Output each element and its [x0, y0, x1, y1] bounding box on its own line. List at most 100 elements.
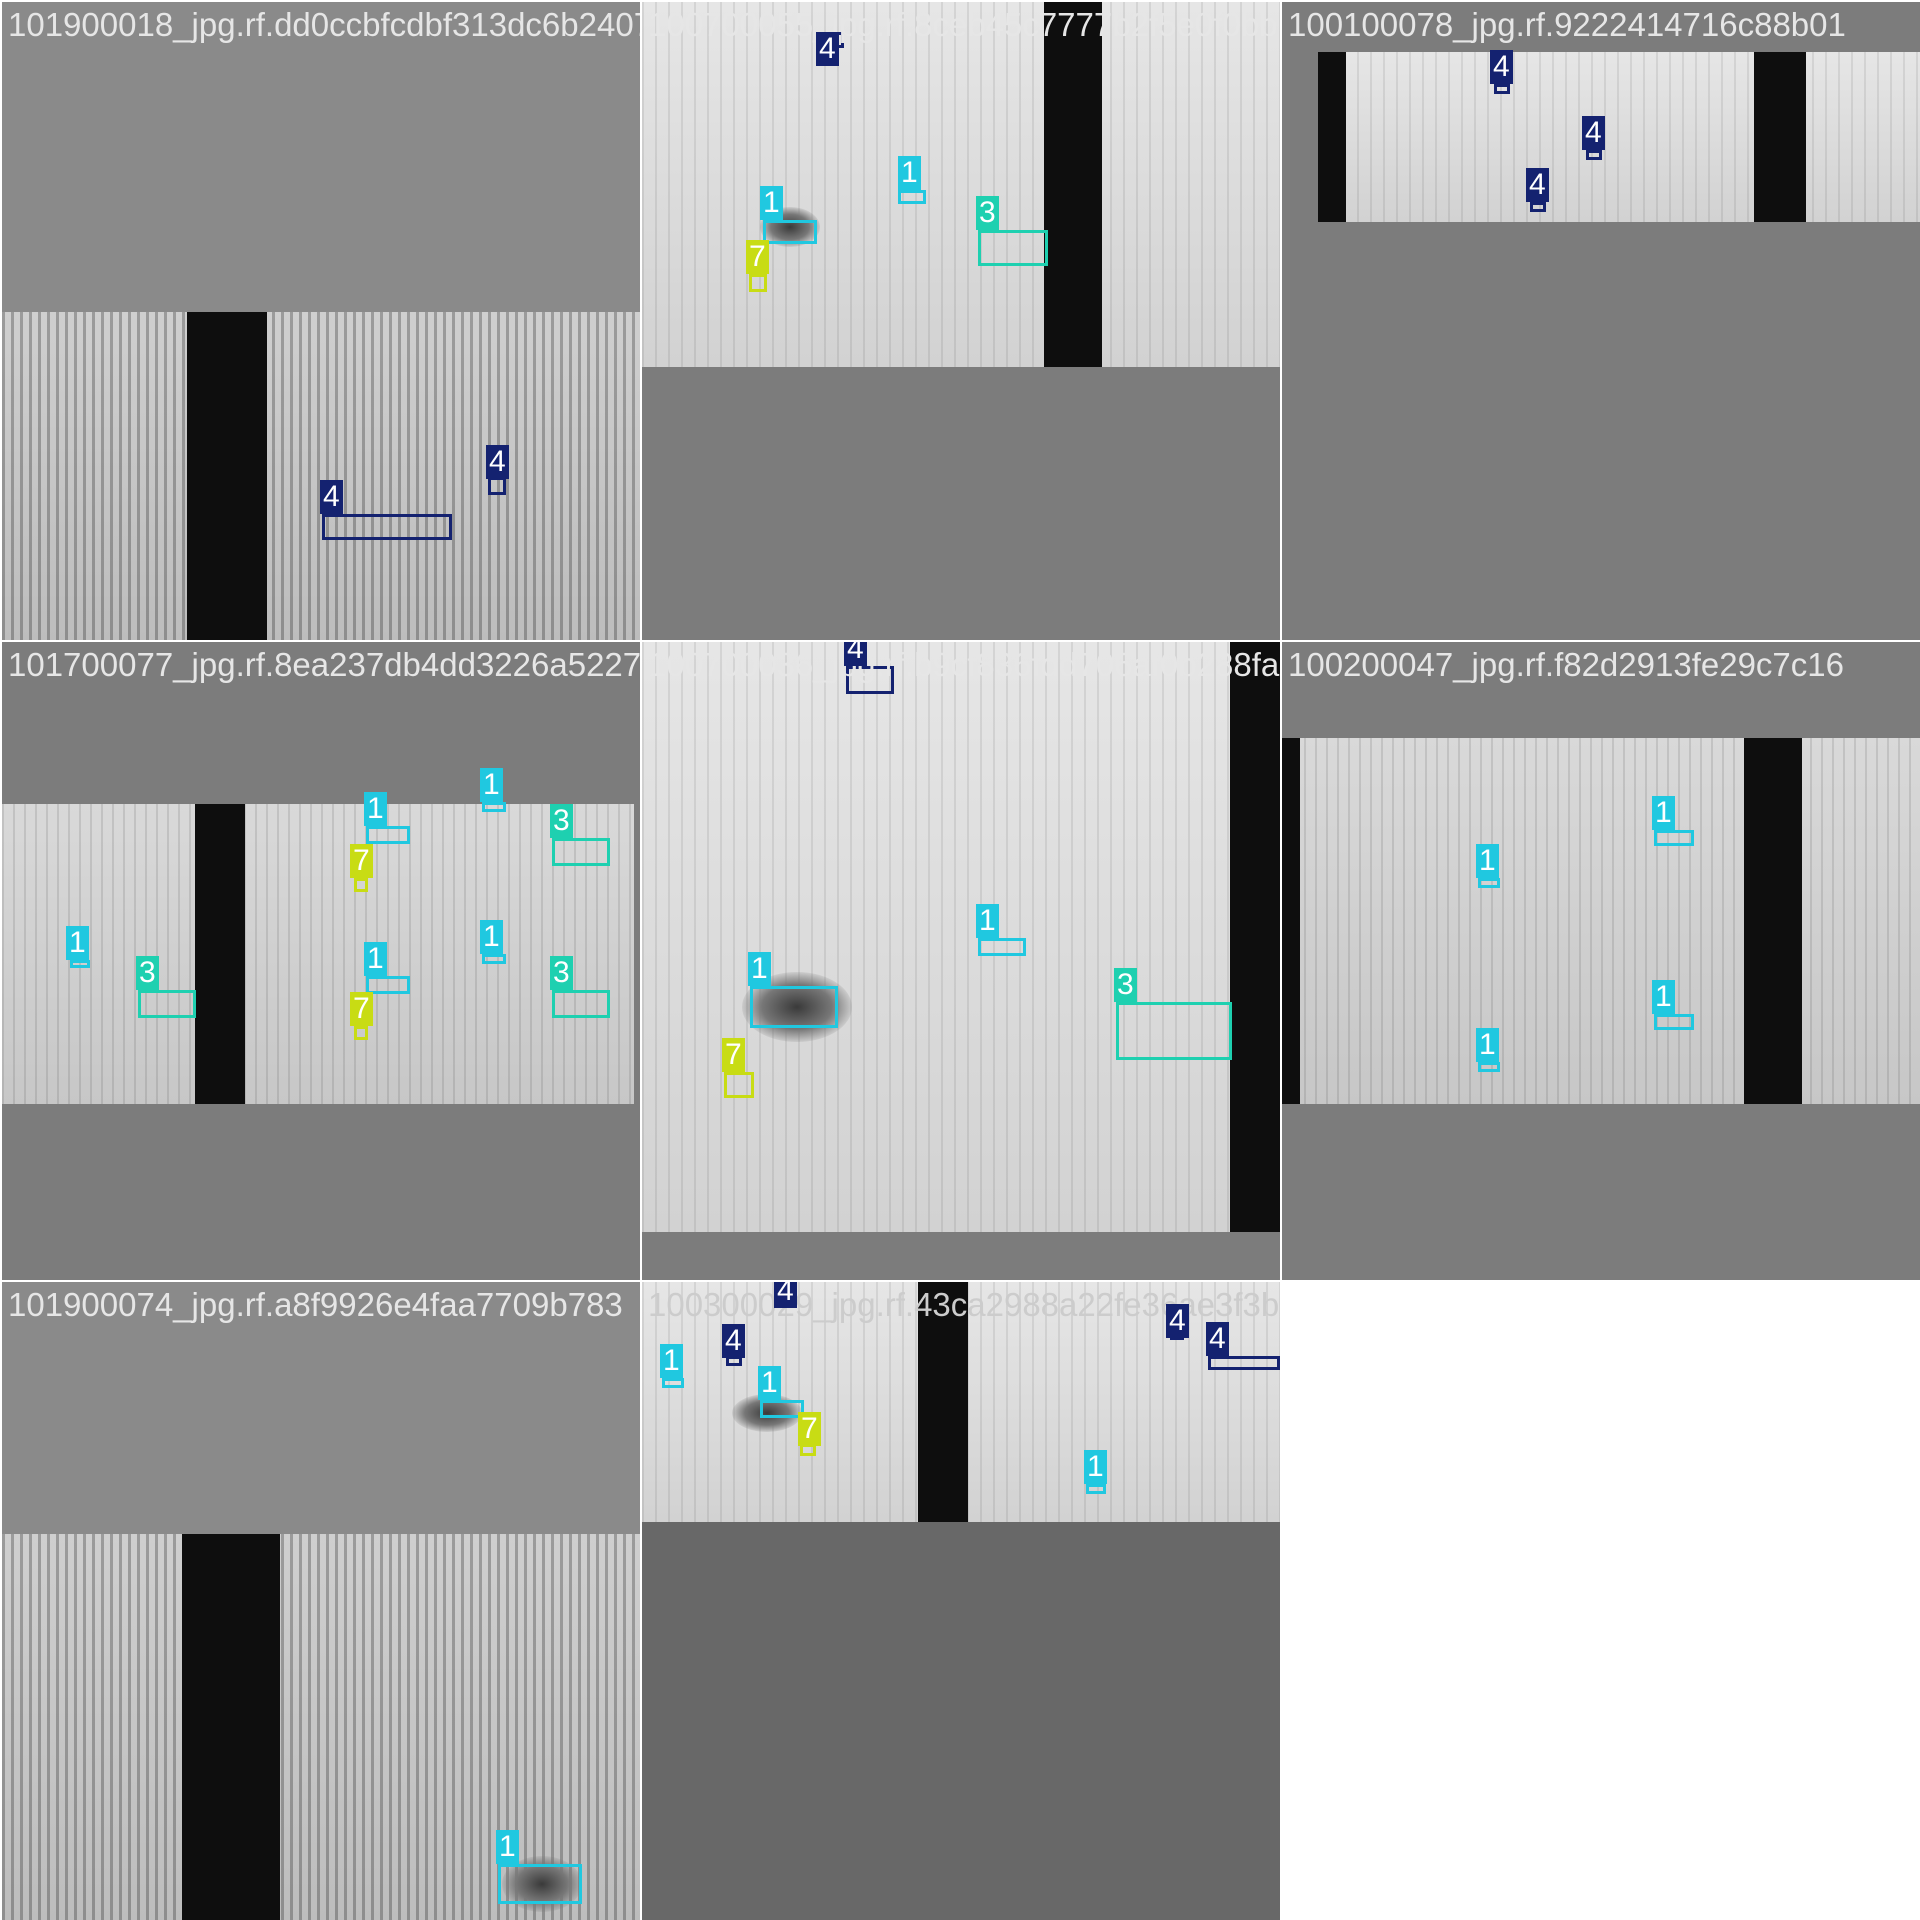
wood-image: [642, 642, 1280, 1232]
board-gap: [182, 1534, 280, 1920]
bbox-label: 4: [722, 1324, 745, 1358]
bbox-class-1: [70, 960, 90, 968]
bbox-label: 1: [364, 792, 387, 826]
board-gap: [1230, 642, 1280, 1232]
bbox-class-7: [724, 1072, 754, 1098]
bbox-class-1: [1478, 878, 1500, 888]
bbox-label: 1: [364, 942, 387, 976]
bbox-label: 4: [320, 480, 343, 514]
bbox-label: 4: [816, 32, 839, 66]
bbox-label: 3: [976, 196, 999, 230]
mosaic-tile-6: 100200047_jpg.rf.f82d2913fe29c7c16 1 1 1…: [1282, 642, 1920, 1280]
bbox-label: 1: [1652, 980, 1675, 1014]
bbox-label: 4: [844, 642, 867, 666]
bbox-label: 3: [136, 956, 159, 990]
mosaic-tile-3: 100100078_jpg.rf.9222414716c88b01 4 4 4: [1282, 2, 1920, 640]
mosaic-tile-2: 100700055_jpg.rf.8ceb45c7777b2f5e0f0bb 4…: [642, 2, 1280, 640]
bbox-label: 4: [486, 445, 509, 479]
bbox-label: 1: [898, 156, 921, 190]
bbox-class-1: [498, 1864, 582, 1904]
bbox-class-1: [750, 986, 838, 1028]
board-gap: [1282, 738, 1300, 1104]
bbox-label: 1: [758, 1366, 781, 1400]
mosaic-tile-1: 101900018_jpg.rf.dd0ccbfcdbf313dc6b24070…: [2, 2, 640, 640]
bbox-class-1: [1478, 1062, 1500, 1072]
bbox-label: 1: [480, 768, 503, 802]
tile-filename: 100700036_jpg.rf.b9cf836fdd706af0b288fa: [648, 646, 1280, 683]
board-gap: [918, 1282, 968, 1522]
bbox-label: 4: [1490, 50, 1513, 84]
bbox-class-3: [552, 990, 610, 1018]
bbox-class-3: [978, 230, 1048, 266]
bbox-class-4: [1586, 150, 1602, 160]
bbox-label: 4: [1582, 116, 1605, 150]
tile-filename: 100100078_jpg.rf.9222414716c88b01: [1288, 6, 1846, 43]
bbox-label: 4: [1526, 168, 1549, 202]
bbox-label: 1: [496, 1830, 519, 1864]
board-gap: [1044, 2, 1102, 367]
wood-image: [2, 1534, 640, 1920]
mosaic-tile-8: 100300029_jpg.rf.43ca2988a22fe36ae3f3bdc…: [642, 1282, 1280, 1920]
bbox-label: 4: [1206, 1322, 1229, 1356]
board-gap: [1744, 738, 1802, 1104]
bbox-class-3: [552, 838, 610, 866]
wood-image: [2, 804, 634, 1104]
bbox-label: 4: [774, 1282, 797, 1308]
board-gap: [1754, 52, 1806, 222]
bbox-label: 3: [550, 804, 573, 838]
tile-filename: 101900074_jpg.rf.a8f9926e4faa7709b783: [8, 1286, 623, 1323]
tile-filename: 101900018_jpg.rf.dd0ccbfcdbf313dc6b24070: [8, 6, 640, 43]
bbox-class-1: [366, 826, 410, 844]
bbox-class-7: [354, 1026, 368, 1040]
bbox-class-4: [488, 477, 506, 495]
bbox-class-4: [1530, 202, 1546, 212]
bbox-class-3: [138, 990, 196, 1018]
bbox-label: 1: [976, 904, 999, 938]
bbox-label: 1: [748, 952, 771, 986]
bbox-label: 7: [350, 992, 373, 1026]
bbox-label: 7: [722, 1038, 745, 1072]
board-gap: [1318, 52, 1346, 222]
bbox-class-4: [1208, 1356, 1280, 1370]
bbox-class-7: [749, 274, 767, 292]
bbox-label: 3: [550, 956, 573, 990]
wood-image: [2, 312, 640, 640]
bbox-class-1: [898, 190, 926, 204]
bbox-class-3: [1116, 1002, 1232, 1060]
bbox-class-1: [366, 976, 410, 994]
bbox-label: 1: [1476, 844, 1499, 878]
bbox-class-1: [662, 1378, 684, 1388]
bbox-label: 4: [1166, 1304, 1189, 1338]
bbox-label: 1: [480, 920, 503, 954]
bbox-class-1: [760, 1400, 804, 1418]
bbox-label: 7: [350, 844, 373, 878]
bbox-class-7: [354, 878, 368, 892]
bbox-class-1: [1654, 830, 1694, 846]
wood-image: [1282, 738, 1920, 1104]
mosaic-tile-5: 100700036_jpg.rf.b9cf836fdd706af0b288fa …: [642, 642, 1280, 1280]
bbox-label: 1: [760, 186, 783, 220]
bbox-class-4: [322, 514, 452, 540]
tile-filename: 100700055_jpg.rf.8ceb45c7777b2f5e0f0bb: [648, 6, 1278, 43]
mosaic-tile-4: 101700077_jpg.rf.8ea237db4dd3226a5227028…: [2, 642, 640, 1280]
bbox-label: 7: [798, 1412, 821, 1446]
tile-filename: 100200047_jpg.rf.f82d2913fe29c7c16: [1288, 646, 1844, 683]
bbox-class-1: [1654, 1014, 1694, 1030]
bbox-class-1: [1086, 1484, 1106, 1494]
bbox-label: 3: [1114, 968, 1137, 1002]
board-gap: [187, 312, 267, 640]
wood-image: [1318, 52, 1920, 222]
bbox-class-1: [763, 220, 817, 244]
board-gap: [195, 804, 245, 1104]
bbox-label: 1: [660, 1344, 683, 1378]
bbox-class-4: [1494, 84, 1510, 94]
mosaic-tile-7: 101900074_jpg.rf.a8f9926e4faa7709b783 1: [2, 1282, 640, 1920]
wood-image: [642, 2, 1280, 367]
bbox-class-4: [846, 666, 894, 694]
bbox-label: 1: [1652, 796, 1675, 830]
bbox-label: 7: [746, 240, 769, 274]
tile-filename: 101700077_jpg.rf.8ea237db4dd3226a5227028: [8, 646, 640, 683]
bbox-label: 1: [1084, 1450, 1107, 1484]
bbox-class-1: [482, 954, 506, 964]
bbox-class-1: [978, 938, 1026, 956]
